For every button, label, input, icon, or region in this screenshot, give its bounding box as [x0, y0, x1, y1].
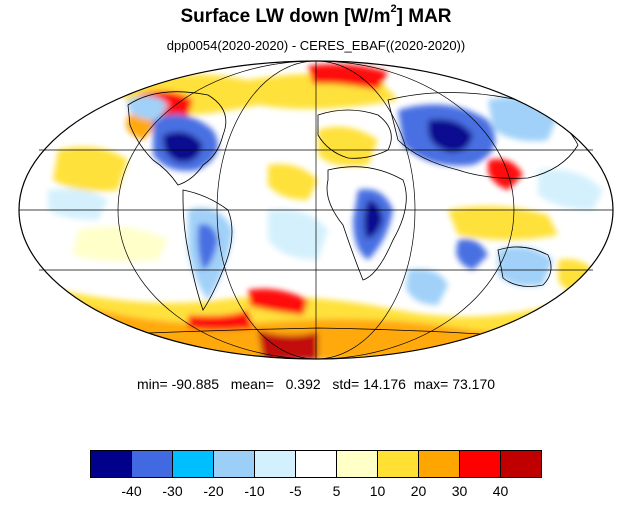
title-superscript: 2	[390, 3, 397, 15]
stat-min-label: min=	[136, 376, 168, 392]
colorbar-swatch	[459, 450, 501, 478]
title-text: Surface LW down [W/m	[180, 6, 391, 27]
colorbar	[90, 450, 542, 478]
stat-min-value: -90.885	[171, 376, 220, 392]
stat-max-label: max=	[413, 376, 449, 392]
colorbar-tick-label: 5	[332, 483, 341, 499]
statistics-line: min= -90.885 mean= 0.392 std= 14.176 max…	[0, 376, 632, 392]
colorbar-swatch	[377, 450, 419, 478]
colorbar-tick-label: -5	[289, 483, 302, 499]
colorbar-swatch	[90, 450, 132, 478]
colorbar-tick-label: -10	[244, 483, 265, 499]
mollweide-map	[18, 60, 614, 360]
colorbar-swatch	[336, 450, 378, 478]
title-tail: ] MAR	[396, 6, 452, 27]
colorbar-swatch	[254, 450, 296, 478]
plot-subtitle: dpp0054(2020-2020) - CERES_EBAF((2020-20…	[166, 38, 466, 53]
stat-std-label: std=	[332, 376, 360, 392]
colorbar-swatch	[213, 450, 255, 478]
coastlines	[97, 91, 579, 339]
stat-mean-label: mean=	[230, 376, 274, 392]
stat-max-value: 73.170	[452, 376, 496, 392]
stat-mean-value: 0.392	[285, 376, 321, 392]
colorbar-swatch	[500, 450, 542, 478]
colorbar-tick-label: 30	[451, 483, 468, 499]
colorbar-swatch	[295, 450, 337, 478]
stat-std-value: 14.176	[363, 376, 406, 392]
map-border	[18, 60, 614, 360]
colorbar-tick-label: -30	[162, 483, 183, 499]
colorbar-tick-label: -40	[121, 483, 142, 499]
colorbar-tick-label: 40	[492, 483, 509, 499]
colorbar-tick-label: 10	[369, 483, 386, 499]
colorbar-swatch	[172, 450, 214, 478]
plot-title: Surface LW down [W/m2] MAR	[0, 3, 632, 28]
colorbar-swatch	[131, 450, 173, 478]
colorbar-tick-labels: -40 -30 -20 -10 -5 5 10 20 30 40	[0, 483, 632, 503]
colorbar-tick-label: -20	[203, 483, 224, 499]
colorbar-swatch	[418, 450, 460, 478]
colorbar-tick-label: 20	[410, 483, 427, 499]
